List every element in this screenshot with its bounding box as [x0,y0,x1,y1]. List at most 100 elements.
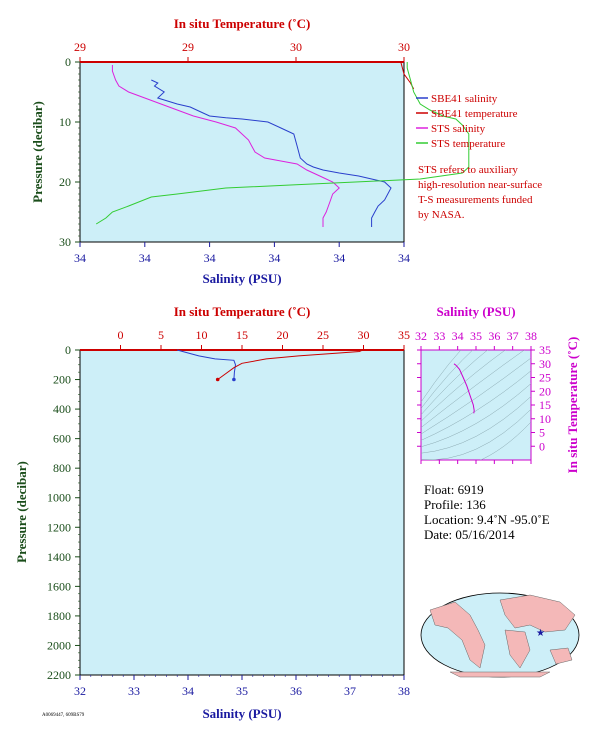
bottom-plot-area [79,349,405,676]
note-line-3: T-S measurements funded [418,194,533,206]
bottom-salinity-tick-label: 34 [182,684,194,698]
note-line-2: high-resolution near-surface [418,179,542,191]
bottom-pressure-tick-label: 2200 [47,668,71,682]
top-temperature-tick-label: 29 [74,40,86,54]
top-pressure-label: Pressure (decibar) [30,101,45,203]
ts-temperature-tick-label: 35 [539,343,551,357]
top-salinity-tick-label: 34 [268,251,280,265]
top-panel: In situ Temperature (˚C) Salinity (PSU) … [30,16,470,286]
map-land-africa [504,629,531,669]
bottom-salinity-tick-label: 36 [290,684,302,698]
bottom-pressure-label: Pressure (decibar) [14,461,29,563]
bottom-pressure-tick-label: 1000 [47,491,71,505]
ts-temperature-tick-label: 5 [539,426,545,440]
ts-isopycnal-line [421,383,531,448]
ts-isopycnal-line [421,350,506,422]
ts-salinity-tick-label: 37 [507,329,519,343]
float-info: Float: 6919 Profile: 136 Location: 9.4˚N… [424,482,550,542]
ts-salinity-tick-label: 33 [433,329,445,343]
bottom-temperature-tick-label: 35 [398,328,410,342]
bottom-panel: In situ Temperature (˚C) Salinity (PSU) … [14,304,410,721]
bottom-salinity-label: Salinity (PSU) [202,706,281,721]
bottom-salinity-tick-label: 33 [128,684,140,698]
note-line-1: STS refers to auxiliary [418,164,518,176]
ts-salinity-label: Salinity (PSU) [436,304,515,319]
top-pressure-tick-label: 0 [65,55,71,69]
top-salinity-label: Salinity (PSU) [202,271,281,286]
ts-panel: Salinity (PSU) In situ Temperature (˚C) … [415,304,580,474]
date-line: Date: 05/16/2014 [424,527,515,542]
ts-isopycnal-line [421,350,525,428]
ts-isopycnal-line [421,409,531,460]
bottom-pressure-tick-label: 1200 [47,520,71,534]
bottom-pressure-tick-label: 2000 [47,638,71,652]
bottom-series-temperature [217,349,363,380]
note-line-4: by NASA. [418,209,465,221]
bottom-pressure-tick-label: 1800 [47,609,71,623]
ts-temperature-tick-label: 25 [539,371,551,385]
top-salinity-tick-label: 34 [139,251,151,265]
bottom-temperature-tick-label: 25 [317,328,329,342]
map-land-antarctica [449,671,551,678]
legend: SBE41 salinity SBE41 temperature STS sal… [416,93,542,221]
ts-temperature-tick-label: 15 [539,398,551,412]
ts-series [453,363,475,414]
bottom-temperature-tick-label: 15 [236,328,248,342]
ts-salinity-tick-label: 34 [452,329,464,343]
top-salinity-tick-label: 34 [398,251,410,265]
footer-code: A0069447, 609BS79 [42,713,85,718]
top-series-sbe41-salinity [151,79,392,227]
top-pressure-tick-label: 30 [59,235,71,249]
float-line: Float: 6919 [424,482,484,497]
ts-temperature-tick-label: 20 [539,384,551,398]
top-temperature-tick-label: 29 [182,40,194,54]
ts-isopycnal-line [421,370,531,441]
ts-isopycnal-line [421,357,531,435]
legend-sts-salinity: STS salinity [431,123,486,135]
bottom-pressure-tick-label: 600 [53,432,71,446]
bottom-pressure-tick-label: 0 [65,343,71,357]
top-series-sts-salinity [111,65,340,227]
legend-sbe41-temperature: SBE41 temperature [431,108,518,120]
bottom-pressure-tick-label: 800 [53,461,71,475]
top-temperature-label: In situ Temperature (˚C) [174,16,311,31]
bottom-temperature-label: In situ Temperature (˚C) [174,304,311,319]
bottom-series-salinity [177,349,237,380]
bottom-series-temperature-end-marker [215,377,220,382]
ts-isopycnal-line [421,350,473,409]
legend-sbe41-salinity: SBE41 salinity [431,93,498,105]
ts-isopycnal-line [421,350,488,415]
ts-temperature-tick-label: 0 [539,439,545,453]
top-salinity-tick-label: 34 [333,251,345,265]
ts-temperature-label: In situ Temperature (˚C) [565,337,580,474]
bottom-temperature-tick-label: 30 [358,328,370,342]
bottom-pressure-tick-label: 400 [53,402,71,416]
world-map: ★ [420,592,580,678]
top-temperature-tick-label: 30 [290,40,302,54]
profile-line: Profile: 136 [424,497,486,512]
top-salinity-tick-label: 34 [204,251,216,265]
bottom-series [177,349,363,382]
top-salinity-tick-label: 34 [74,251,86,265]
map-land-americas [429,601,486,669]
ts-isopycnal-line [421,396,531,454]
bottom-salinity-tick-label: 35 [236,684,248,698]
legend-sts-temperature: STS temperature [431,138,505,150]
bottom-temperature-tick-label: 0 [118,328,124,342]
ts-plot-area [420,349,532,461]
ts-isopycnal-line [421,350,462,403]
ts-isopycnal-line [479,421,531,460]
top-plot-area [79,61,405,243]
top-temperature-tick-label: 30 [398,40,410,54]
bottom-salinity-tick-label: 37 [344,684,356,698]
ts-salinity-tick-label: 35 [470,329,482,343]
bottom-salinity-tick-label: 32 [74,684,86,698]
ts-salinity-tick-label: 32 [415,329,427,343]
map-land-australia [549,647,573,665]
ts-isopycnals [421,350,531,460]
ts-temperature-tick-label: 30 [539,357,551,371]
bottom-temperature-tick-label: 20 [277,328,289,342]
top-pressure-tick-label: 20 [59,175,71,189]
ts-temperature-tick-label: 10 [539,412,551,426]
